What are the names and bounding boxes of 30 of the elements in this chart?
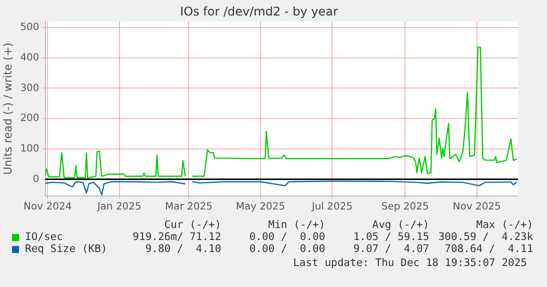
x-tick-label: Jul 2025 [310,202,353,213]
y-tick-label: 200 [20,113,40,124]
chart-title: IOs for /dev/md2 - by year [180,4,338,18]
text: Avg (-/+) [371,219,430,231]
text: 1.05 / 59.15 [352,231,430,243]
text: Last update: Thu Dec 18 19:35:07 2025 [293,257,527,269]
text: 0.00 / 0.00 [248,231,326,243]
y-tick-label: 100 [20,144,40,155]
text: 919.26m/ 71.12 [132,231,222,243]
text: Max (-/+) [475,219,534,231]
text: 300.59 / 4.23k [437,231,534,243]
x-tick-label: Nov 2024 [24,202,72,213]
x-tick-label: Nov 2025 [452,202,501,213]
y-tick-label: 500 [20,22,40,34]
text: 708.64 / 4.11 [444,243,534,255]
y-tick-label: 300 [20,82,40,94]
text: 9.07 / 4.07 [352,243,430,255]
x-tick-label: Mar 2025 [164,202,212,213]
text: Min (-/+) [267,219,326,231]
x-tick-label: Jan 2025 [96,202,142,213]
legend-label: Req Size (KB) [24,243,108,255]
text: 9.80 / 4.10 [144,243,222,255]
y-tick-label: 400 [20,52,40,64]
x-tick-label: Sep 2025 [381,202,429,213]
y-tick-label: 0 [32,174,40,185]
text: Cur (-/+) [163,219,222,231]
y-axis-title: Units read (-) / write (+) [1,42,14,175]
legend-label: IO/sec [24,231,64,243]
x-tick-label: May 2025 [236,202,286,213]
text: 0.00 / 0.00 [248,243,326,255]
